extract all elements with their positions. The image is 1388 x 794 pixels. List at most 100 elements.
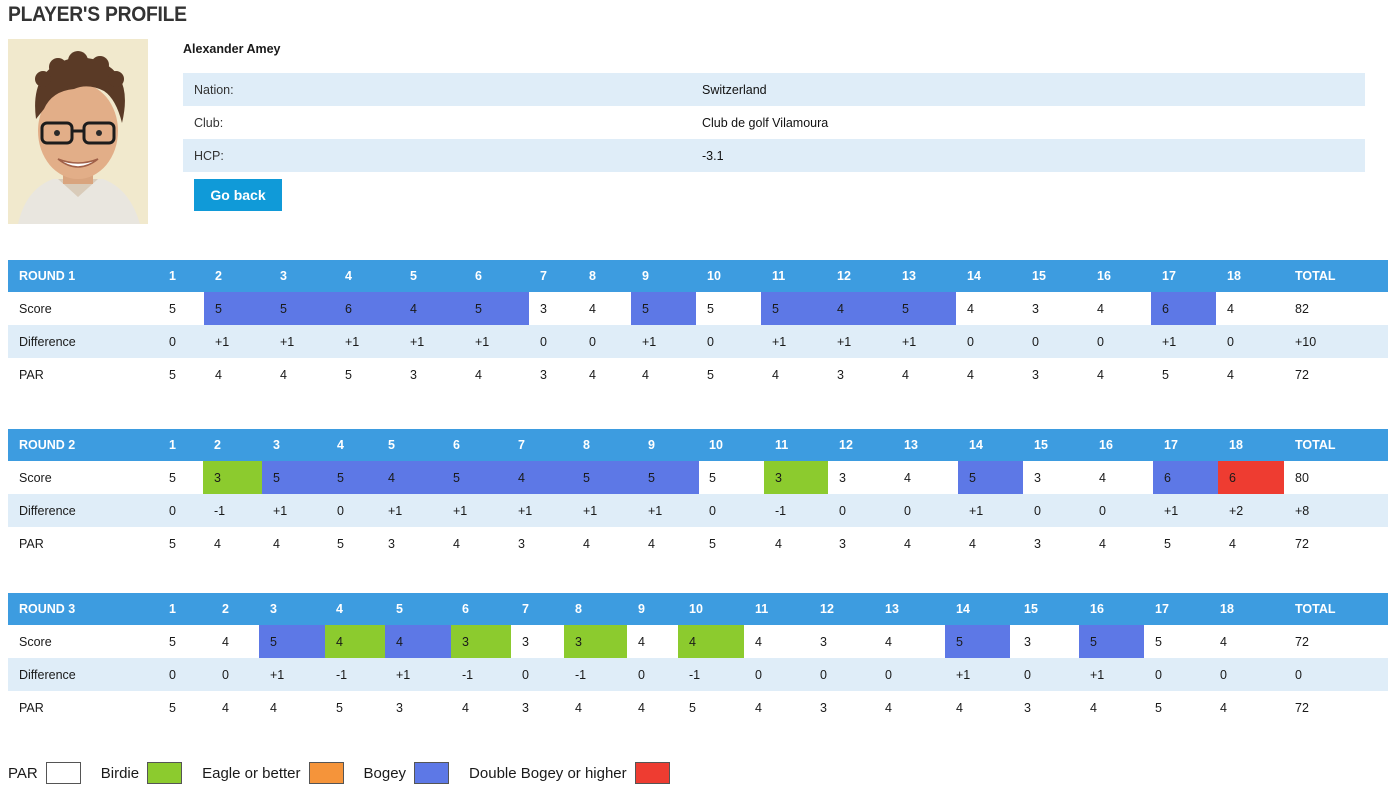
score-cell: 5	[572, 461, 637, 494]
difference-cell: -1	[575, 667, 587, 682]
info-row-nation: Nation: Switzerland	[183, 73, 1365, 106]
par-cell: 4	[1090, 700, 1097, 715]
difference-cell: +1	[453, 503, 468, 518]
score-cell: 3	[1032, 301, 1039, 316]
par-cell: 4	[904, 536, 911, 551]
par-cell: 5	[345, 367, 352, 382]
player-info-table: Nation: Switzerland Club: Club de golf V…	[183, 73, 1365, 172]
hole-number: 8	[589, 269, 596, 283]
difference-cell: 0	[755, 667, 762, 682]
par-cell: 4	[638, 700, 645, 715]
difference-cell: 0	[885, 667, 892, 682]
score-cell: 6	[334, 292, 399, 325]
difference-cell: +1	[273, 503, 288, 518]
par-cell: 3	[522, 700, 529, 715]
difference-row: Difference 0 -1 +1 0 +1 +1 +1 +1 +1 0 -1 0 0 +1 0 0 +1 +2 +…	[8, 494, 1388, 527]
score-cell: 3	[839, 470, 846, 485]
par-cell: 4	[642, 367, 649, 382]
par-cell: 3	[1024, 700, 1031, 715]
hole-number: 8	[575, 602, 582, 616]
score-cell: 4	[377, 461, 442, 494]
difference-label: Difference	[19, 334, 76, 349]
hole-number: 5	[410, 269, 417, 283]
par-row: PAR 5 4 4 5 3 4 3 4 4 5 4 3 4 4 3 4 5 4 72	[8, 358, 1388, 391]
difference-cell: +1	[772, 334, 787, 349]
score-cell: 5	[169, 634, 176, 649]
par-cell: 3	[1034, 536, 1041, 551]
difference-cell: +1	[388, 503, 403, 518]
par-cell: 5	[169, 700, 176, 715]
hole-number: 3	[273, 438, 280, 452]
difference-cell: +1	[1090, 667, 1105, 682]
par-cell: 4	[755, 700, 762, 715]
score-cell: 5	[707, 301, 714, 316]
difference-cell: -1	[775, 503, 787, 518]
difference-cell: 0	[337, 503, 344, 518]
score-cell: 5	[269, 292, 334, 325]
score-cell: 4	[1099, 470, 1106, 485]
score-cell: 3	[451, 625, 511, 658]
hole-number: 1	[169, 438, 176, 452]
hole-number: 1	[169, 602, 176, 616]
difference-cell: +10	[1295, 334, 1317, 349]
par-cell: 3	[1032, 367, 1039, 382]
score-cell: 6	[1218, 461, 1284, 494]
par-label: PAR	[19, 536, 44, 551]
difference-cell: 0	[820, 667, 827, 682]
hole-number: 17	[1155, 602, 1169, 616]
difference-cell: 0	[839, 503, 846, 518]
par-cell: 4	[772, 367, 779, 382]
score-cell: 4	[638, 634, 645, 649]
par-cell: 3	[820, 700, 827, 715]
total-header: TOTAL	[1295, 269, 1336, 283]
player-portrait-image	[8, 39, 148, 224]
hole-number: 15	[1032, 269, 1046, 283]
par-cell: 3	[388, 536, 395, 551]
legend-item-eagle: Eagle or better	[202, 762, 344, 784]
difference-cell: +1	[642, 334, 657, 349]
round-3-scorecard: ROUND 3 1 2 3 4 5 6 7 8 9 10 11 12 13 14 15 16 17 18 TOTAL S…	[8, 593, 1388, 724]
score-cell: 5	[958, 461, 1023, 494]
hole-number: 11	[775, 438, 789, 452]
total-header: TOTAL	[1295, 438, 1336, 452]
hole-number: 17	[1162, 269, 1176, 283]
info-row-hcp: HCP: -3.1	[183, 139, 1365, 172]
score-cell: 3	[1034, 470, 1041, 485]
par-cell: 4	[280, 367, 287, 382]
score-cell: 5	[442, 461, 507, 494]
hole-number: 8	[583, 438, 590, 452]
score-cell: 72	[1295, 634, 1309, 649]
difference-cell: +1	[518, 503, 533, 518]
difference-cell: +1	[396, 667, 411, 682]
difference-cell: +1	[1164, 503, 1179, 518]
info-row-club: Club: Club de golf Vilamoura	[183, 106, 1365, 139]
round-header-row: ROUND 1 1 2 3 4 5 6 7 8 9 10 11 12 13 14 15 16 17 18 TOTAL	[8, 260, 1388, 292]
go-back-button[interactable]: Go back	[194, 179, 282, 211]
hole-number: 15	[1024, 602, 1038, 616]
player-photo	[8, 39, 148, 224]
par-cell: 4	[575, 700, 582, 715]
score-cell: 5	[262, 461, 377, 494]
difference-cell: 0	[540, 334, 547, 349]
par-cell: 4	[1099, 536, 1106, 551]
difference-cell: 0	[169, 334, 176, 349]
score-cell: 4	[1097, 301, 1104, 316]
par-cell: 5	[709, 536, 716, 551]
par-cell: 4	[222, 700, 229, 715]
difference-cell: -1	[689, 667, 701, 682]
difference-cell: +1	[837, 334, 852, 349]
difference-cell: 0	[169, 667, 176, 682]
difference-cell: 0	[707, 334, 714, 349]
hole-number: 18	[1220, 602, 1234, 616]
difference-cell: 0	[222, 667, 229, 682]
legend-label: Eagle or better	[202, 764, 301, 782]
score-cell: 5	[169, 470, 176, 485]
score-cell: 4	[967, 301, 974, 316]
score-cell: 5	[761, 292, 826, 325]
hole-number: 7	[522, 602, 529, 616]
legend-swatch-eagle	[308, 762, 344, 784]
par-cell: 4	[1229, 536, 1236, 551]
score-legend: PAR Birdie Eagle or better Bogey Double …	[8, 762, 690, 784]
difference-row: Difference 0 +1 +1 +1 +1 +1 0 0 +1 0 +1 +1 +1 0 0 0 +1 0 +1…	[8, 325, 1388, 358]
score-cell: 5	[259, 625, 325, 658]
